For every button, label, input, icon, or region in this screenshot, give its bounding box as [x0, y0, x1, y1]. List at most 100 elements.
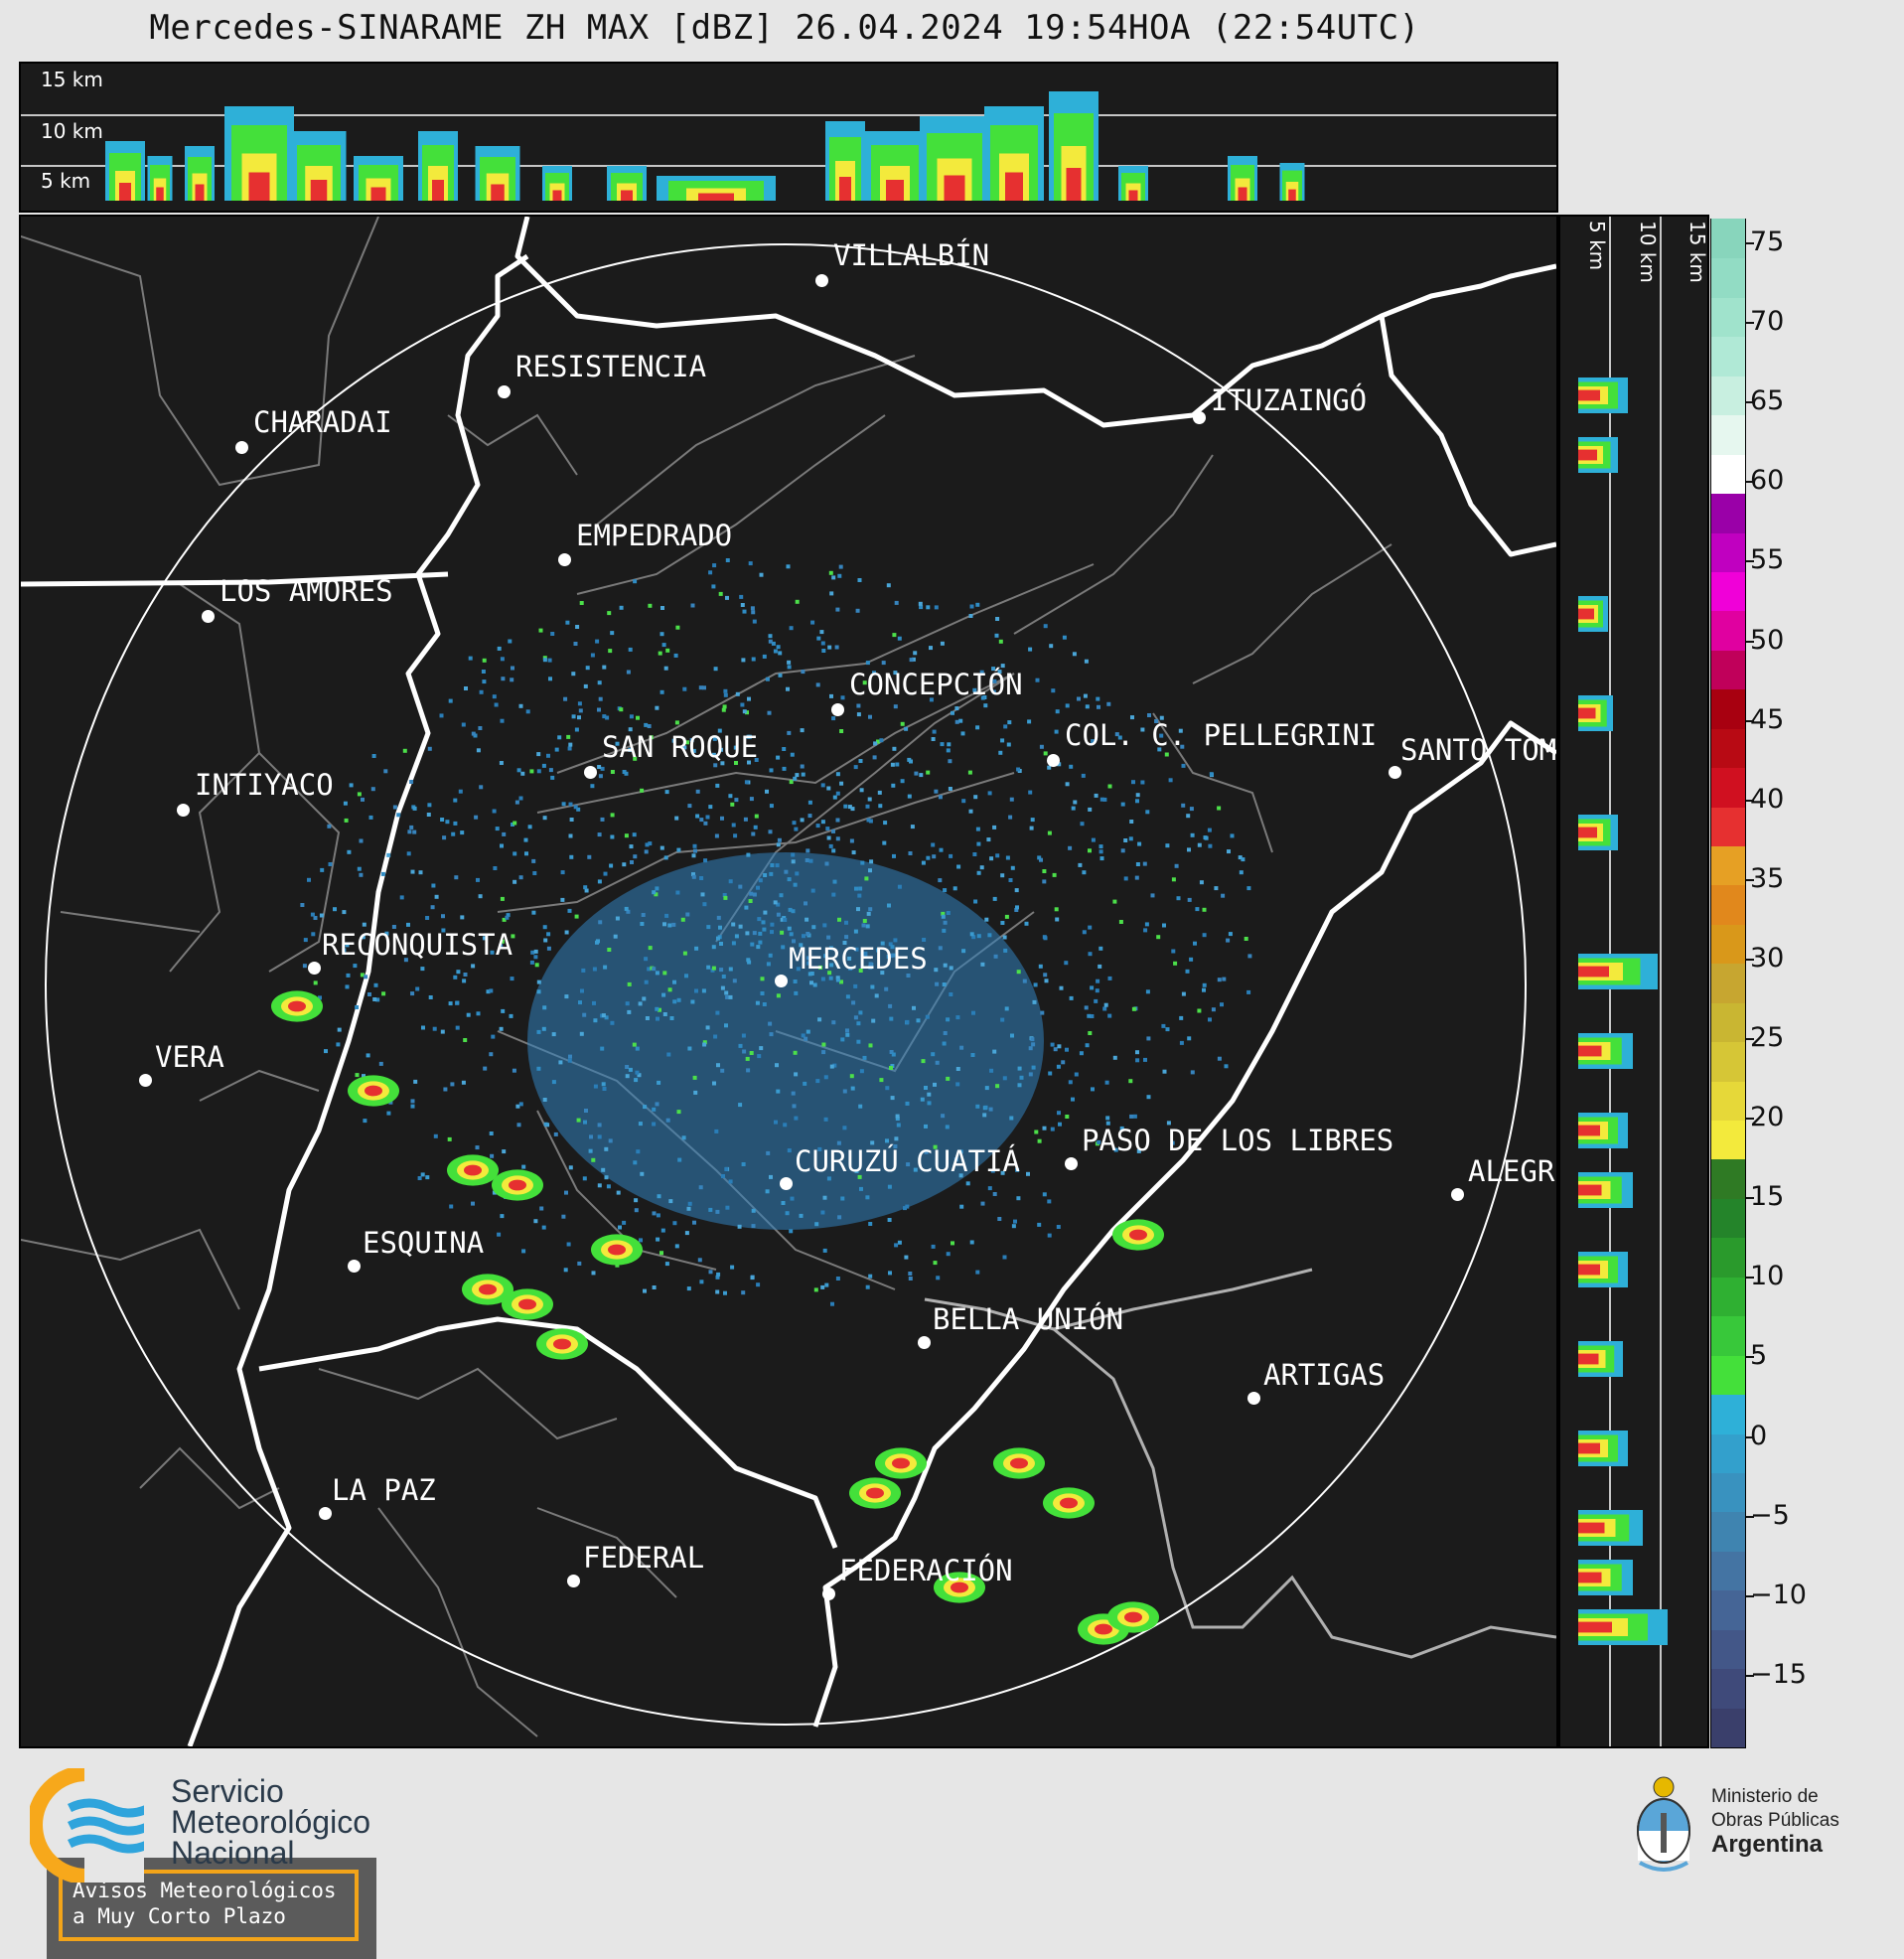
echo-pixel	[733, 745, 738, 750]
echo-pixel	[1015, 1167, 1020, 1172]
city-label-villalbin: VILLALBÍN	[833, 238, 990, 272]
echo-pixel	[483, 1066, 488, 1071]
echo-pixel	[489, 1052, 494, 1057]
echo-pixel	[702, 902, 707, 907]
echo-pixel	[490, 1153, 495, 1158]
echo-pixel	[801, 1033, 806, 1038]
echo-pixel	[574, 914, 579, 919]
echo-pixel	[1107, 784, 1112, 789]
echo-pixel	[573, 642, 578, 646]
echo-pixel	[1239, 870, 1244, 875]
echo-pixel	[776, 842, 781, 847]
echo-pixel	[1049, 644, 1054, 649]
echo-pixel	[355, 1005, 360, 1009]
echo-pixel	[690, 603, 695, 608]
echo-pixel	[807, 814, 812, 819]
echo-pixel	[746, 852, 751, 857]
echo-pixel	[730, 1265, 735, 1270]
echo-pixel	[988, 1107, 993, 1112]
echo-pixel	[952, 886, 957, 891]
echo-pixel	[734, 761, 738, 765]
echo-pixel	[717, 728, 722, 733]
echo-pixel	[762, 654, 767, 659]
city-dot	[831, 703, 844, 716]
colorbar-tick-label: 5	[1750, 1340, 1768, 1372]
echo-pixel	[600, 1046, 605, 1051]
echo-pixel	[501, 1008, 506, 1013]
city-label-artigas: ARTIGAS	[1263, 1358, 1386, 1392]
echo-pixel	[1058, 1122, 1062, 1127]
echo-pixel	[970, 1053, 975, 1057]
echo-pixel	[605, 715, 610, 720]
echo-pixel	[760, 977, 765, 981]
echo-pixel	[711, 752, 716, 757]
echo-pixel	[913, 651, 918, 656]
echo-pixel	[1145, 810, 1150, 815]
echo-pixel	[794, 990, 799, 995]
echo-pixel	[659, 1251, 663, 1256]
echo-pixel	[967, 770, 972, 775]
echo-pixel	[1166, 1121, 1171, 1126]
echo-pixel	[890, 1096, 895, 1101]
echo-pixel	[324, 1049, 328, 1054]
echo-pixel	[787, 1148, 792, 1153]
echo-pixel	[686, 1206, 691, 1211]
echo-pixel	[663, 666, 668, 671]
echo-pixel	[832, 1063, 837, 1068]
echo-pixel	[636, 1149, 641, 1154]
echo-pixel	[866, 818, 871, 823]
echo-pixel	[531, 858, 536, 863]
echo-pixel	[1032, 999, 1037, 1004]
echo-pixel	[769, 804, 774, 809]
echo-pixel	[675, 625, 680, 630]
echo-pixel	[747, 960, 752, 965]
echo-pixel	[789, 1229, 794, 1234]
cross-section-echo	[1578, 707, 1596, 719]
echo-pixel	[1161, 1023, 1166, 1028]
echo-pixel	[721, 707, 726, 712]
echo-pixel	[984, 917, 989, 922]
echo-pixel	[731, 823, 736, 828]
echo-pixel	[753, 825, 758, 829]
echo-pixel	[697, 1258, 702, 1263]
echo-pixel	[1186, 814, 1191, 819]
echo-pixel	[865, 1284, 870, 1289]
echo-pixel	[870, 1140, 875, 1145]
echo-pixel	[1078, 862, 1083, 867]
echo-pixel	[746, 958, 751, 963]
echo-pixel	[702, 685, 706, 690]
echo-pixel	[980, 962, 985, 967]
echo-pixel	[897, 1240, 902, 1245]
echo-pixel	[904, 726, 909, 731]
echo-pixel	[655, 1006, 659, 1011]
echo-pixel	[664, 913, 669, 918]
echo-pixel	[1069, 995, 1074, 1000]
cross-section-echo	[1578, 827, 1597, 838]
echo-pixel	[767, 710, 772, 715]
echo-pixel	[799, 1213, 804, 1218]
echo-pixel	[815, 1079, 820, 1084]
smn-line-1: Servicio	[171, 1773, 284, 1809]
echo-pixel	[804, 1036, 808, 1041]
echo-pixel	[839, 980, 843, 984]
echo-pixel	[641, 913, 646, 917]
city-label-federal: FEDERAL	[583, 1541, 705, 1575]
echo-pixel	[1199, 880, 1204, 885]
echo-pixel	[845, 1032, 850, 1037]
echo-pixel	[711, 945, 716, 950]
echo-pixel	[782, 766, 787, 771]
echo-pixel	[666, 1052, 671, 1057]
echo-pixel	[386, 1111, 391, 1116]
echo-pixel	[821, 1042, 826, 1047]
colorbar-tick-label: 60	[1750, 465, 1785, 497]
city-label-vera: VERA	[155, 1040, 224, 1074]
radar-map[interactable]: VILLALBÍN RESISTENCIA CHARADAI ITUZAINGÓ…	[19, 215, 1558, 1959]
echo-pixel	[943, 920, 948, 925]
echo-pixel	[862, 680, 867, 685]
echo-pixel	[587, 854, 592, 859]
echo-pixel	[1050, 1127, 1055, 1131]
echo-pixel	[658, 651, 662, 656]
echo-pixel	[965, 1181, 970, 1186]
echo-pixel	[486, 989, 491, 994]
echo-pixel	[816, 636, 821, 641]
